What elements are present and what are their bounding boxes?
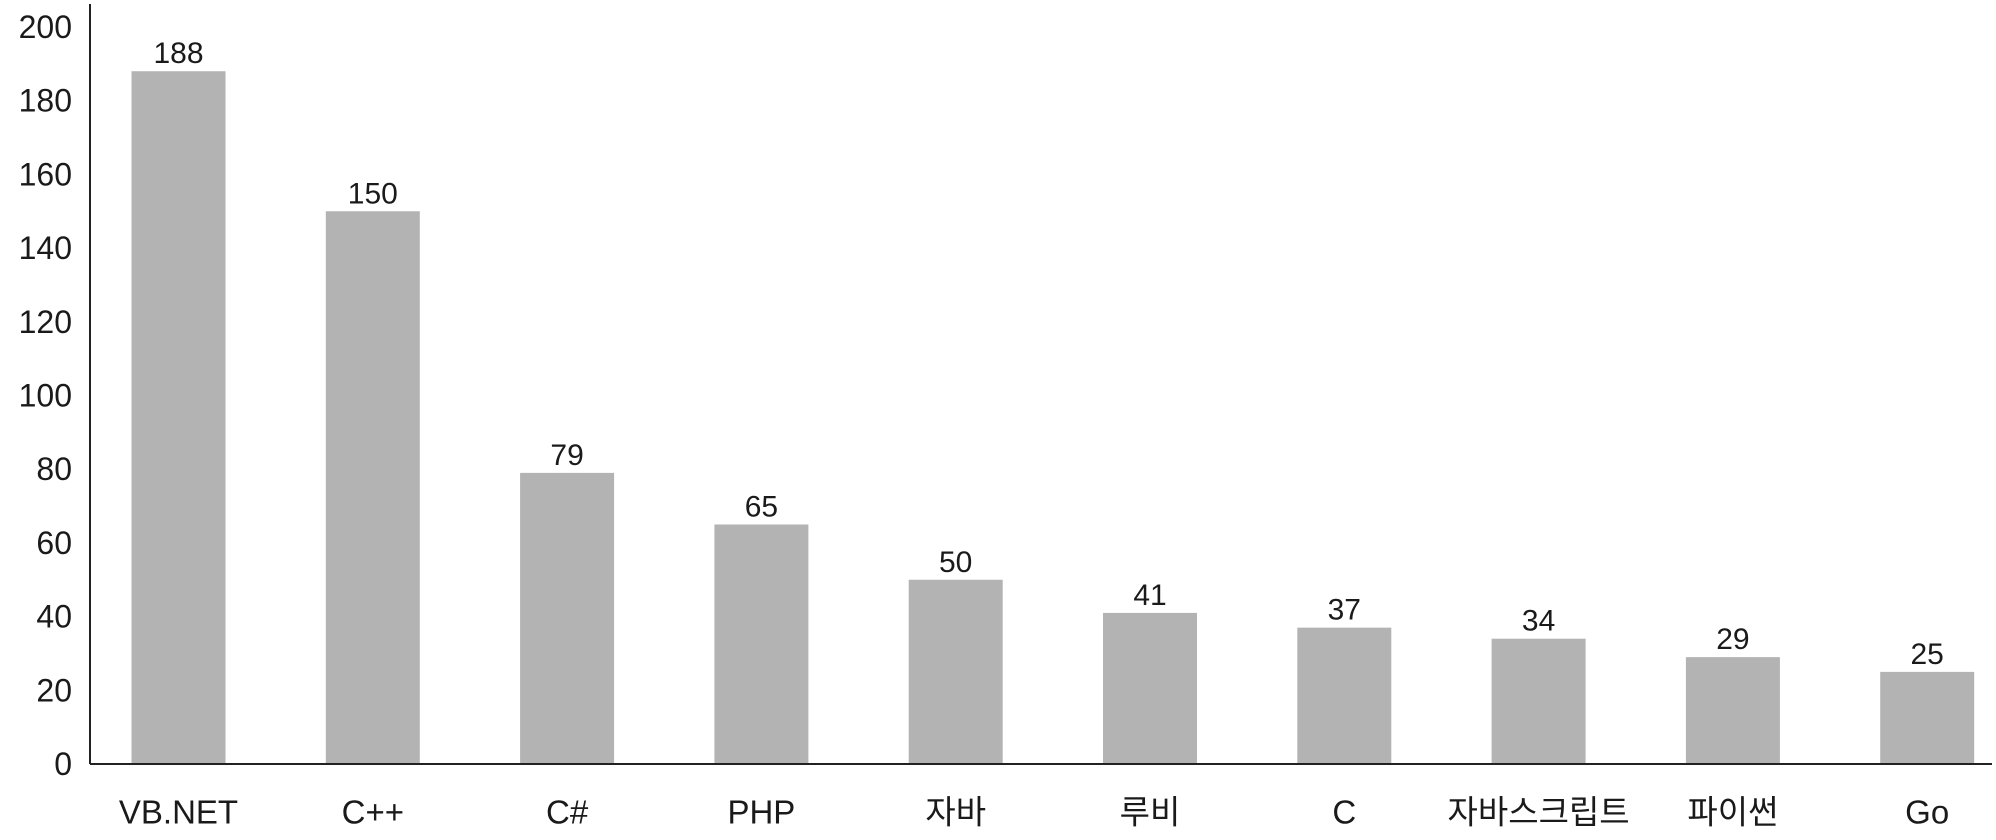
x-category-label: C [1332,794,1356,831]
x-category-label: 파이썬 [1687,794,1778,831]
x-category-label: Go [1905,794,1949,831]
x-category-label: 자바 [925,794,986,831]
x-category-label: C++ [342,794,404,831]
y-tick-label: 180 [19,83,72,119]
bar [1103,612,1197,764]
y-tick-label: 200 [19,9,72,45]
data-label: 65 [745,490,778,523]
data-label: 37 [1328,594,1361,627]
bar [520,472,615,764]
bar-series [131,71,1975,765]
data-label: 25 [1911,638,1944,671]
y-axis-ticks: 0 20 40 60 80 100 120 140 160 180 200 [19,9,72,782]
bar [131,71,226,765]
x-category-label: 자바스크립트 [1448,794,1630,831]
y-tick-label: 120 [19,304,72,340]
data-label: 150 [348,177,398,210]
data-label: 79 [550,439,583,472]
y-tick-label: 20 [36,672,72,708]
x-category-label: C# [546,794,589,831]
data-label: 34 [1522,605,1555,638]
data-label: 50 [939,546,972,579]
bar [1491,638,1586,764]
bar [325,211,420,764]
y-tick-label: 60 [36,525,72,561]
data-label: 29 [1716,623,1749,656]
x-category-label: VB.NET [119,794,238,831]
x-category-label: 루비 [1120,794,1181,831]
x-category-label: PHP [727,794,795,831]
y-tick-label: 100 [19,378,72,414]
x-axis-labels: VB.NET C++ C# PHP 자바 루비 C 자바스크립트 파이썬 Go [119,794,1949,831]
bar [714,524,809,764]
y-tick-label: 140 [19,230,72,266]
y-tick-label: 160 [19,156,72,192]
y-tick-label: 80 [36,451,72,487]
bar [1297,627,1392,764]
bar [1685,657,1780,764]
data-label: 41 [1133,579,1166,612]
data-label: 188 [153,37,203,70]
bar [908,579,1003,764]
y-tick-label: 40 [36,599,72,635]
bar [1880,671,1975,764]
data-labels: 188 150 79 65 50 41 37 34 29 25 [153,37,1943,671]
y-tick-label: 0 [54,746,72,782]
